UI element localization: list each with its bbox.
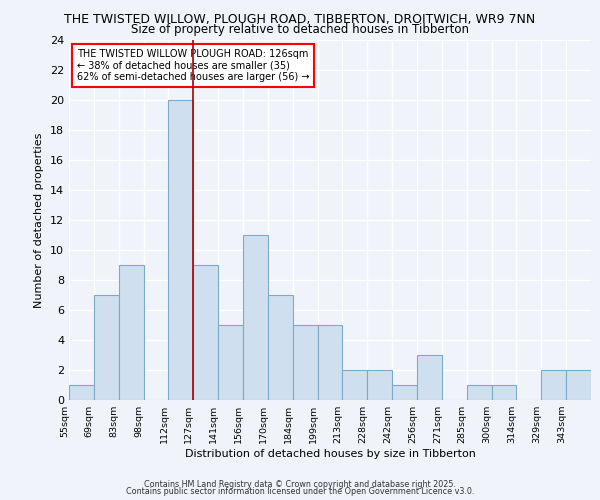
Bar: [268, 295, 293, 400]
Bar: [243, 235, 268, 400]
Bar: [119, 265, 143, 400]
Bar: [193, 265, 218, 400]
Text: THE TWISTED WILLOW PLOUGH ROAD: 126sqm
← 38% of detached houses are smaller (35): THE TWISTED WILLOW PLOUGH ROAD: 126sqm ←…: [77, 49, 310, 82]
Bar: [367, 370, 392, 400]
X-axis label: Distribution of detached houses by size in Tibberton: Distribution of detached houses by size …: [185, 449, 475, 459]
Bar: [169, 100, 193, 400]
Bar: [343, 370, 367, 400]
Text: Contains HM Land Registry data © Crown copyright and database right 2025.: Contains HM Land Registry data © Crown c…: [144, 480, 456, 489]
Bar: [69, 385, 94, 400]
Y-axis label: Number of detached properties: Number of detached properties: [34, 132, 44, 308]
Text: Contains public sector information licensed under the Open Government Licence v3: Contains public sector information licen…: [126, 487, 474, 496]
Bar: [317, 325, 343, 400]
Bar: [94, 295, 119, 400]
Bar: [566, 370, 591, 400]
Bar: [218, 325, 243, 400]
Bar: [417, 355, 442, 400]
Text: THE TWISTED WILLOW, PLOUGH ROAD, TIBBERTON, DROITWICH, WR9 7NN: THE TWISTED WILLOW, PLOUGH ROAD, TIBBERT…: [64, 12, 536, 26]
Bar: [392, 385, 417, 400]
Bar: [293, 325, 317, 400]
Bar: [467, 385, 491, 400]
Text: Size of property relative to detached houses in Tibberton: Size of property relative to detached ho…: [131, 22, 469, 36]
Bar: [491, 385, 517, 400]
Bar: [541, 370, 566, 400]
